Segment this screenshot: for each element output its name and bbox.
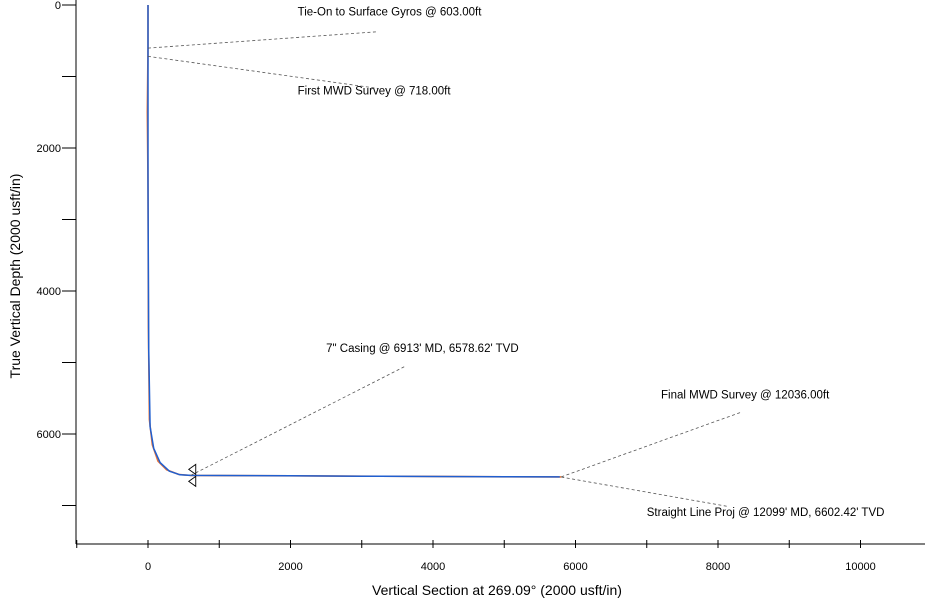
x-tick-label: 2000 — [278, 561, 302, 573]
annotation-leader — [561, 476, 727, 507]
annotation-leader — [147, 31, 378, 49]
series-line-2 — [147, 5, 560, 478]
y-tick-label: 0 — [55, 0, 61, 12]
series-layer — [146, 5, 562, 478]
annotation-label: 7" Casing @ 6913' MD, 6578.62' TVD — [326, 343, 519, 355]
y-axis-label: True Vertical Depth (2000 usft/in) — [7, 174, 23, 379]
annotations: Tie-On to Surface Gyros @ 603.00ft First … — [147, 7, 885, 519]
y-tick-label: 6000 — [37, 429, 61, 441]
y-tick-label: 2000 — [37, 143, 61, 155]
annotation-label: Final MWD Survey @ 12036.00ft — [661, 389, 830, 401]
annotation-label: Tie-On to Surface Gyros @ 603.00ft — [298, 7, 483, 19]
x-axis-label: Vertical Section at 269.09° (2000 usft/i… — [372, 582, 622, 598]
y-ticks: 0 2000 4000 6000 — [37, 0, 76, 506]
casing-shoe-marker — [187, 475, 197, 488]
x-tick-label: 6000 — [563, 561, 587, 573]
markers — [187, 463, 197, 488]
annotation-leader — [190, 365, 407, 476]
x-tick-label: 8000 — [706, 561, 730, 573]
x-tick-label: 4000 — [421, 561, 445, 573]
series-line-1 — [146, 5, 562, 478]
x-tick-label: 10000 — [845, 561, 876, 573]
annotation-leader — [561, 411, 742, 478]
y-tick-label: 4000 — [37, 286, 61, 298]
casing-shoe-marker — [187, 463, 197, 476]
x-ticks: 0 2000 4000 6000 8000 10000 — [76, 540, 876, 573]
annotation-label: Straight Line Proj @ 12099' MD, 6602.42'… — [647, 507, 885, 519]
annotation-leader — [147, 55, 378, 89]
axes — [75, 0, 925, 545]
x-tick-label: 0 — [145, 561, 151, 573]
annotation-label: First MWD Survey @ 718.00ft — [298, 85, 452, 97]
